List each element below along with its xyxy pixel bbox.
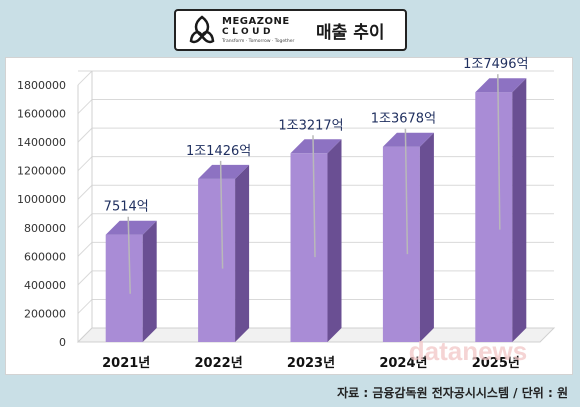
title-box: MEGAZONE CLOUD Transform · Tomorrow · To…: [174, 9, 407, 51]
gridline-diag: [77, 99, 93, 114]
bar-side: [235, 164, 250, 342]
label-leader: [127, 216, 131, 294]
gridline-diag: [77, 299, 93, 314]
brand-tagline: Transform · Tomorrow · Together: [222, 39, 295, 44]
data-label: 1조7496억: [463, 57, 528, 72]
source-note: 자료 : 금융감독원 전자공시시스템 / 단위 : 원: [337, 386, 568, 400]
label-leader: [404, 128, 409, 255]
data-label: 1조3217억: [278, 118, 343, 133]
x-tick-label: 2021년: [102, 356, 150, 371]
bar-top: [105, 220, 157, 235]
y-tick-label: 400000: [24, 279, 66, 292]
page-title: 매출 추이: [316, 23, 385, 43]
label-leader: [219, 160, 224, 269]
label-leader: [497, 74, 501, 230]
bar-top: [290, 139, 342, 154]
y-tick-label: 600000: [24, 250, 66, 263]
bar-top: [382, 132, 434, 147]
bar-side: [419, 132, 434, 342]
y-tick-label: 1800000: [17, 79, 66, 92]
bar-front: [198, 178, 236, 342]
y-tick-label: 1200000: [17, 165, 66, 178]
brand-sub: CLOUD: [222, 27, 274, 37]
bar-front: [290, 153, 328, 342]
megazone-logo-icon: [189, 15, 215, 44]
bar-front: [475, 92, 513, 342]
data-label: 7514억: [104, 200, 149, 215]
y-tick-label: 200000: [24, 307, 66, 320]
gridline-diag: [77, 70, 93, 86]
label-leader: [312, 135, 316, 258]
gridline-diag: [77, 156, 93, 172]
gridline-diag: [77, 127, 93, 143]
bar-front: [382, 146, 420, 342]
gridline-diag: [77, 241, 93, 257]
y-tick-label: 0: [59, 336, 66, 349]
y-tick-label: 1000000: [17, 193, 66, 206]
x-tick-label: 2023년: [287, 356, 335, 371]
data-label: 1조1426억: [186, 144, 251, 159]
gridline-diag: [77, 184, 93, 200]
datanews-watermark: datanews: [409, 336, 528, 366]
data-label: 1조3678억: [371, 112, 436, 127]
y-tick-label: 800000: [24, 222, 66, 235]
bar-top: [475, 78, 527, 93]
bar-top: [198, 164, 250, 179]
bar-side: [512, 78, 527, 343]
x-tick-label: 2022년: [195, 356, 243, 371]
y-tick-label: 1400000: [17, 136, 66, 149]
bar-front: [105, 234, 143, 342]
gridline-diag: [77, 270, 93, 286]
bar-side: [327, 139, 342, 342]
y-tick-label: 1600000: [17, 108, 66, 121]
x-tick-label: 2025년: [472, 356, 520, 371]
x-tick-label: 2024년: [379, 356, 427, 371]
bar-side: [142, 220, 157, 342]
gridline-diag: [77, 213, 93, 229]
brand-name: MEGAZONE: [222, 16, 290, 27]
